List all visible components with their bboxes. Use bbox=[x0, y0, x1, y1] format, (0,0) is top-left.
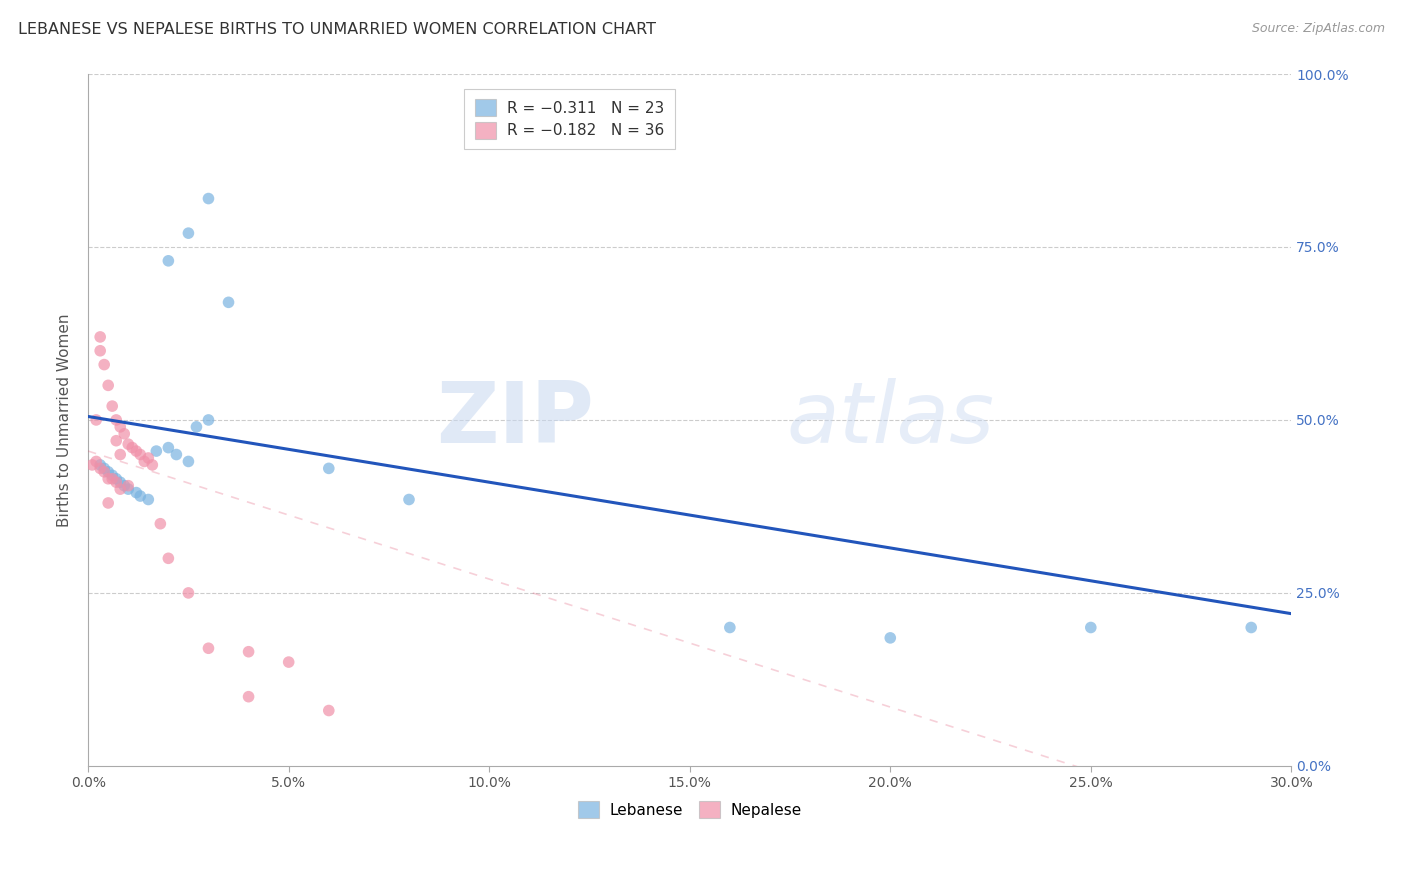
Point bbox=[101, 468, 124, 483]
Point bbox=[318, 461, 340, 475]
Point bbox=[398, 492, 420, 507]
Point bbox=[105, 472, 128, 486]
Point bbox=[718, 620, 741, 634]
Point bbox=[136, 492, 159, 507]
Point bbox=[121, 441, 143, 455]
Point bbox=[82, 458, 104, 472]
Point bbox=[93, 465, 115, 479]
Point bbox=[97, 378, 120, 392]
Point bbox=[129, 489, 152, 503]
Point bbox=[97, 472, 120, 486]
Point bbox=[117, 437, 139, 451]
Point bbox=[117, 478, 139, 492]
Point bbox=[84, 413, 107, 427]
Point bbox=[112, 426, 135, 441]
Point bbox=[177, 586, 200, 600]
Point bbox=[110, 475, 132, 490]
Point bbox=[134, 454, 156, 468]
Point bbox=[165, 448, 187, 462]
Point bbox=[238, 645, 260, 659]
Point bbox=[110, 482, 132, 496]
Point bbox=[125, 485, 148, 500]
Text: atlas: atlas bbox=[786, 378, 994, 461]
Point bbox=[97, 465, 120, 479]
Point bbox=[197, 192, 219, 206]
Point bbox=[93, 461, 115, 475]
Point bbox=[177, 226, 200, 240]
Point bbox=[101, 472, 124, 486]
Point bbox=[318, 704, 340, 718]
Y-axis label: Births to Unmarried Women: Births to Unmarried Women bbox=[58, 313, 72, 526]
Point bbox=[145, 444, 167, 458]
Point bbox=[157, 551, 180, 566]
Point bbox=[129, 448, 152, 462]
Point bbox=[197, 413, 219, 427]
Point bbox=[157, 441, 180, 455]
Point bbox=[218, 295, 240, 310]
Point bbox=[117, 482, 139, 496]
Point bbox=[277, 655, 299, 669]
Point bbox=[110, 448, 132, 462]
Point bbox=[879, 631, 901, 645]
Point bbox=[125, 444, 148, 458]
Point bbox=[89, 461, 111, 475]
Text: Source: ZipAtlas.com: Source: ZipAtlas.com bbox=[1251, 22, 1385, 36]
Text: ZIP: ZIP bbox=[436, 378, 593, 461]
Point bbox=[238, 690, 260, 704]
Point bbox=[1240, 620, 1263, 634]
Point bbox=[105, 475, 128, 490]
Point bbox=[89, 343, 111, 358]
Point bbox=[101, 399, 124, 413]
Text: LEBANESE VS NEPALESE BIRTHS TO UNMARRIED WOMEN CORRELATION CHART: LEBANESE VS NEPALESE BIRTHS TO UNMARRIED… bbox=[18, 22, 657, 37]
Point bbox=[186, 420, 208, 434]
Point bbox=[1080, 620, 1102, 634]
Point bbox=[157, 253, 180, 268]
Point bbox=[89, 458, 111, 472]
Point bbox=[141, 458, 163, 472]
Point bbox=[177, 454, 200, 468]
Point bbox=[105, 434, 128, 448]
Legend: Lebanese, Nepalese: Lebanese, Nepalese bbox=[571, 795, 808, 824]
Point bbox=[97, 496, 120, 510]
Point bbox=[112, 478, 135, 492]
Point bbox=[84, 454, 107, 468]
Point bbox=[89, 330, 111, 344]
Point bbox=[149, 516, 172, 531]
Point bbox=[93, 358, 115, 372]
Point bbox=[136, 450, 159, 465]
Point bbox=[105, 413, 128, 427]
Point bbox=[197, 641, 219, 656]
Point bbox=[110, 420, 132, 434]
